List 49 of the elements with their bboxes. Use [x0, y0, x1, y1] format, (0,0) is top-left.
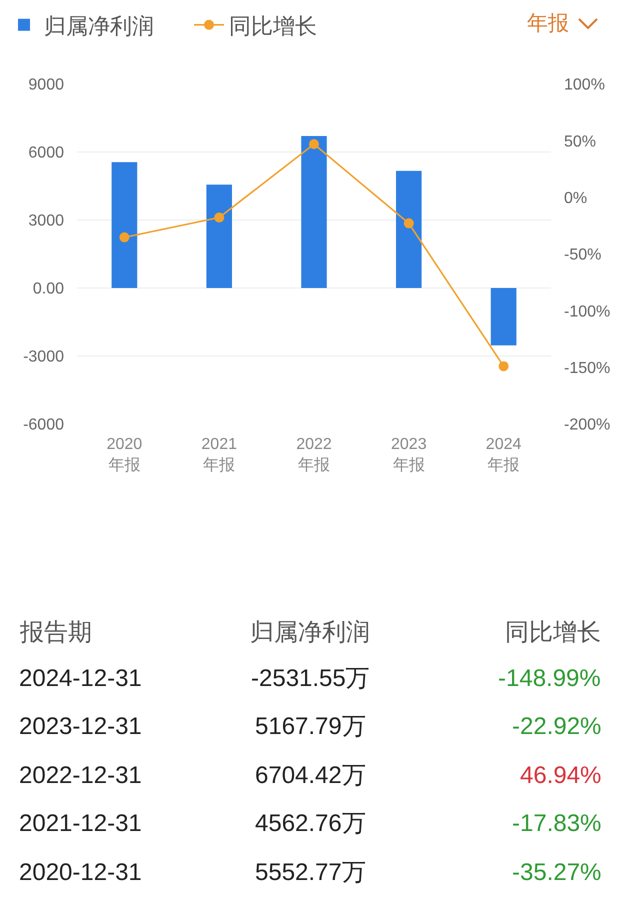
- legend-label: 同比增长: [229, 13, 317, 38]
- point: [119, 232, 130, 242]
- point: [498, 361, 509, 372]
- y2-tick-label: 50%: [564, 133, 596, 150]
- y2-tick-label: -100%: [564, 303, 610, 320]
- point: [214, 212, 224, 223]
- text: 6704.42万: [255, 762, 366, 789]
- text: 同比增长: [505, 619, 601, 646]
- point: [404, 218, 414, 228]
- y2-tick-label: -150%: [564, 360, 610, 377]
- y2-tick-label: -200%: [564, 416, 610, 434]
- text: -17.83%: [512, 810, 602, 837]
- text: 2021-12-31: [19, 810, 142, 837]
- legend-label: 归属净利润: [44, 13, 154, 38]
- x-tick-label: 2021 年报: [201, 436, 238, 474]
- y-tick-label: 9000: [28, 76, 64, 94]
- text: 5552.77万: [255, 859, 366, 886]
- x-tick-label: 2023 年报: [391, 436, 427, 474]
- bar: [301, 136, 327, 288]
- text: -148.99%: [498, 665, 601, 692]
- text: 5167.79万: [255, 713, 366, 740]
- point: [309, 139, 319, 150]
- bar: [396, 170, 422, 288]
- bar: [490, 288, 516, 346]
- y-tick-label: 3000: [28, 212, 64, 230]
- x-tick-label: 2020 年报: [106, 436, 142, 474]
- text: 2020-12-31: [19, 859, 142, 886]
- x-tick-label: 2022 年报: [296, 436, 332, 474]
- text: 46.94%: [520, 762, 602, 789]
- text: 报告期: [19, 619, 92, 646]
- text: 2023-12-31: [19, 713, 142, 740]
- y-tick-label: -3000: [23, 348, 64, 366]
- text: 年报: [527, 12, 569, 35]
- text: 归属净利润: [250, 619, 370, 646]
- x-tick-label: 2024 年报: [486, 436, 522, 474]
- text: -2531.55万: [251, 665, 370, 692]
- text: 2022-12-31: [19, 762, 142, 789]
- y2-tick-label: -50%: [564, 246, 602, 264]
- text: 4562.76万: [255, 810, 366, 837]
- y2-tick-label: 100%: [564, 76, 605, 94]
- y2-tick-label: 0%: [564, 190, 588, 207]
- bar: [206, 184, 232, 288]
- text: 2024-12-31: [19, 665, 142, 692]
- text: -35.27%: [512, 859, 602, 886]
- y-tick-label: 6000: [28, 144, 64, 162]
- y-tick-label: -6000: [23, 416, 64, 434]
- text: -22.92%: [512, 713, 602, 740]
- bar: [112, 162, 138, 288]
- y-tick-label: 0.00: [32, 280, 64, 298]
